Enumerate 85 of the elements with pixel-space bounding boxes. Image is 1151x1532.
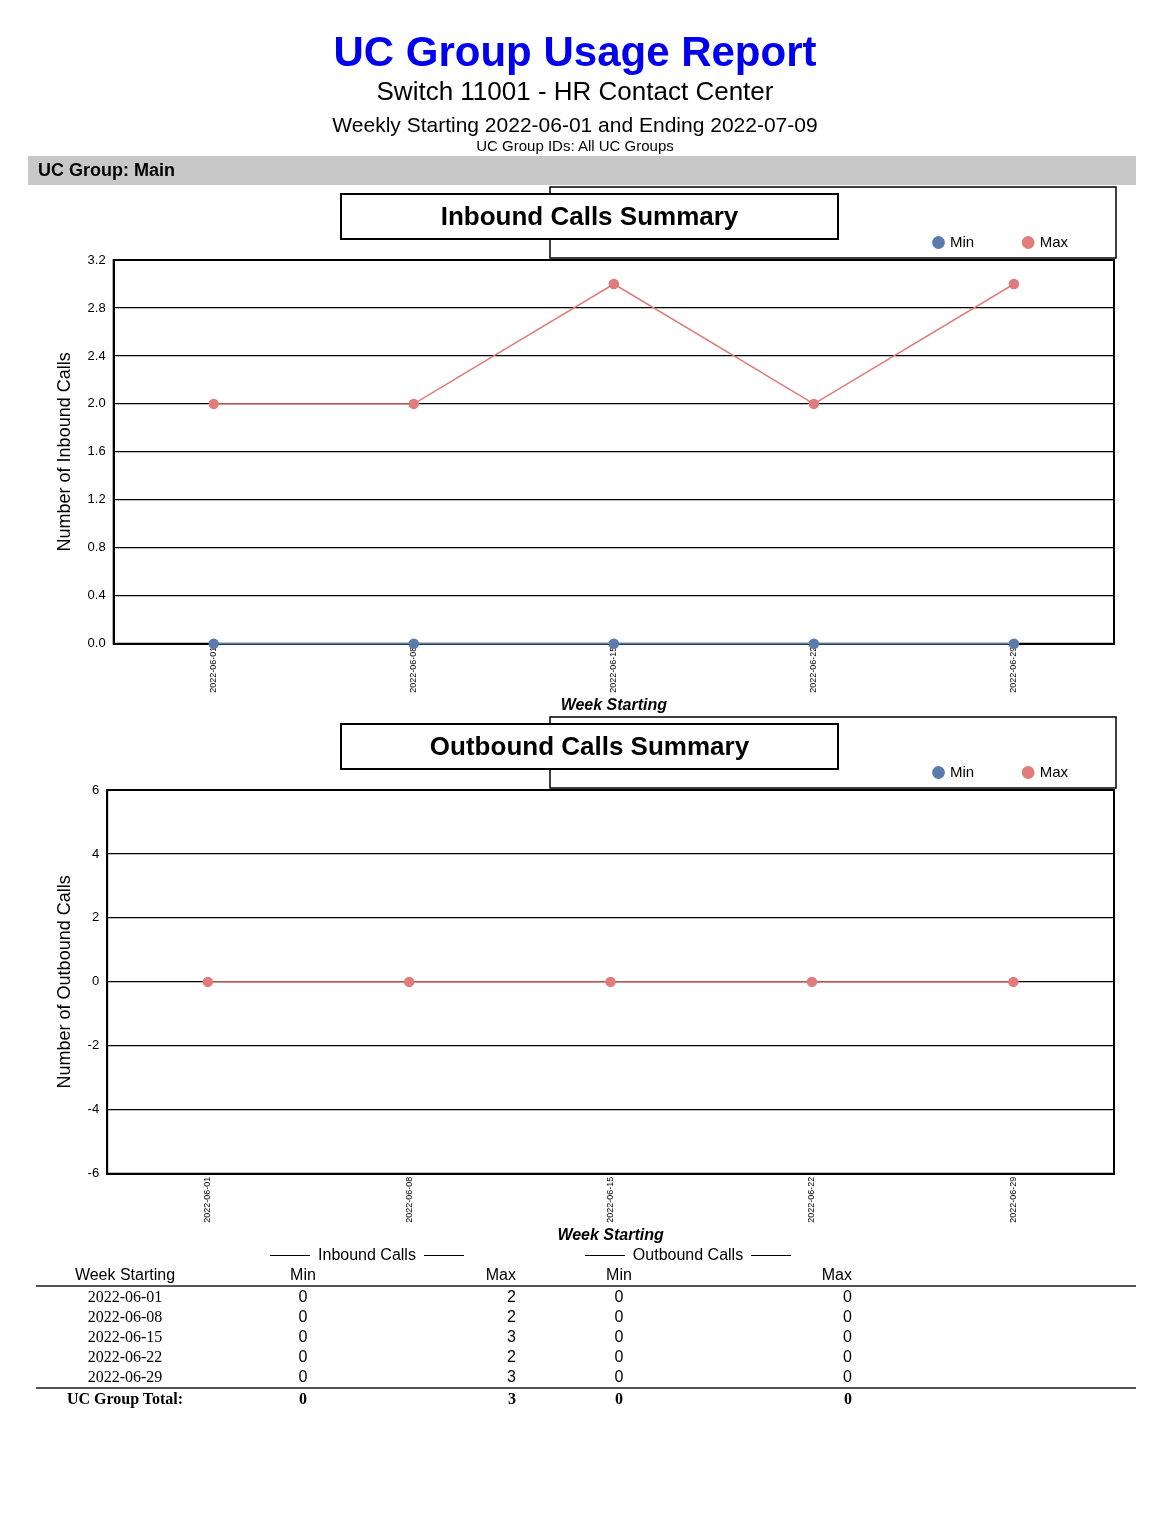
text: 2 <box>506 1347 517 1367</box>
x-tick-label: 2022-06-29 <box>1008 646 1019 693</box>
text: Outbound Calls <box>632 1246 744 1263</box>
text: 0 <box>843 1389 853 1409</box>
text: Max <box>820 1265 853 1285</box>
text: Min <box>289 1265 317 1285</box>
x-tick-label: 2022-06-08 <box>403 1176 414 1223</box>
point <box>208 398 219 410</box>
text: 2 <box>506 1287 517 1307</box>
text: Min <box>605 1265 633 1285</box>
text: Max <box>484 1265 517 1285</box>
text: 2022-06-15 <box>86 1327 164 1347</box>
text: 0 <box>842 1347 853 1367</box>
text: 3 <box>506 1367 517 1387</box>
text: 0 <box>614 1389 624 1409</box>
x-tick-label: 2022-06-29 <box>1007 1176 1018 1223</box>
y-tick-label: -4 <box>87 1101 100 1117</box>
text: Week Starting <box>73 1265 177 1285</box>
chart-title: Outbound Calls Summary <box>340 723 839 770</box>
chart-title: Inbound Calls Summary <box>340 193 839 240</box>
text: 2022-06-22 <box>86 1347 164 1367</box>
y-tick-label: 0 <box>91 973 100 989</box>
x-tick-label: 2022-06-01 <box>202 1176 213 1223</box>
point <box>408 398 420 410</box>
text: 2022-06-08 <box>86 1307 164 1327</box>
x-tick-label: 2022-06-01 <box>208 646 219 693</box>
text: 2022-06-29 <box>86 1367 164 1387</box>
text: Weekly Starting 2022-06-01 and Ending 2022-07-09 <box>331 113 819 137</box>
y-tick-label: 2.8 <box>87 299 106 315</box>
y-tick-label: 3.2 <box>87 251 106 267</box>
text: 0 <box>842 1287 853 1307</box>
y-tick-label: 2.4 <box>87 347 106 363</box>
y-tick-label: 2.0 <box>87 395 106 411</box>
y-tick-label: 6 <box>91 781 100 797</box>
text: 0 <box>842 1327 853 1347</box>
text: UC Group: Main <box>28 156 1136 185</box>
y-tick-label: 1.6 <box>87 443 106 459</box>
text: 3 <box>507 1389 517 1409</box>
text: 0 <box>842 1367 853 1387</box>
text: 3 <box>506 1327 517 1347</box>
text: Inbound Calls <box>318 1246 416 1263</box>
y-tick-label: 1.2 <box>87 491 106 507</box>
y-tick-label: 0.8 <box>87 539 106 555</box>
y-tick-label: -2 <box>87 1037 100 1053</box>
y-tick-label: 4 <box>91 845 100 861</box>
x-axis-title: Week Starting <box>557 1225 664 1243</box>
text: 0 <box>613 1347 625 1367</box>
y-tick-label: 0.4 <box>87 587 106 603</box>
text: 2022-06-01 <box>86 1287 164 1307</box>
legend-label: Max <box>1039 762 1069 780</box>
legend-label: Max <box>1039 232 1069 250</box>
y-tick-label: 0.0 <box>87 635 106 651</box>
point <box>1008 638 1020 650</box>
text: 2 <box>506 1307 517 1327</box>
point <box>608 278 620 290</box>
y-axis-title: Number of Outbound Calls <box>53 875 74 1089</box>
x-tick-label: 2022-06-15 <box>608 646 619 693</box>
text: 0 <box>842 1307 853 1327</box>
text: UC Group IDs: All UC Groups <box>475 137 675 154</box>
point <box>208 638 219 650</box>
point <box>1008 278 1020 290</box>
y-tick-label: -6 <box>87 1165 100 1181</box>
text: 0 <box>298 1389 308 1409</box>
text: 0 <box>613 1367 625 1387</box>
text: 0 <box>613 1307 625 1327</box>
x-axis-title: Week Starting <box>560 695 668 713</box>
x-tick-label: 2022-06-22 <box>806 1176 817 1223</box>
y-tick-label: 2 <box>91 909 100 925</box>
point <box>808 398 820 410</box>
x-tick-label: 2022-06-08 <box>408 646 419 693</box>
text: 0 <box>297 1287 309 1307</box>
x-tick-label: 2022-06-22 <box>808 646 819 693</box>
text: 0 <box>613 1287 625 1307</box>
legend-label: Min <box>949 762 975 780</box>
legend-label: Min <box>949 232 975 250</box>
y-axis-title: Number of Inbound Calls <box>53 352 74 552</box>
text: UC Group Total: <box>65 1389 185 1409</box>
text: 0 <box>297 1347 309 1367</box>
text: Switch 11001 - HR Contact Center <box>375 76 775 107</box>
text: 0 <box>297 1367 309 1387</box>
text: 0 <box>613 1327 625 1347</box>
text: 0 <box>297 1327 309 1347</box>
text: UC Group Usage Report <box>332 28 818 76</box>
x-tick-label: 2022-06-15 <box>605 1176 616 1223</box>
text: 0 <box>297 1307 309 1327</box>
